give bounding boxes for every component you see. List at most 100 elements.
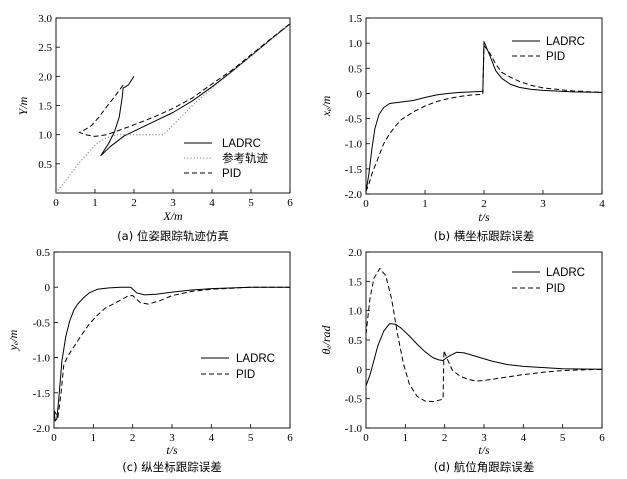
series-line-pid	[365, 267, 603, 403]
panel-caption: (a) 位姿跟踪轨迹仿真	[117, 229, 229, 243]
legend-label-ladrc: LADRC	[546, 36, 585, 48]
y-tick-label: 2.5	[38, 42, 52, 54]
y-tick-label: -1.5	[33, 388, 51, 400]
series-line-ladrc	[53, 286, 290, 422]
panel-c-y-error: 0 1 2 3 4 5 6 -2.0 -1.5 -1.0 -0.5 0 0.5 t/s yₑ/m (c)…	[6, 247, 293, 474]
x-tick-label: 6	[287, 432, 293, 444]
legend-label-pid: PID	[236, 369, 255, 381]
y-tick-label: -2.0	[345, 189, 363, 201]
y-tick-label: -0.5	[345, 114, 363, 126]
x-tick-label: 0	[363, 198, 369, 210]
x-axis-label: t/s	[166, 443, 178, 457]
x-tick-label: 1	[403, 432, 409, 444]
y-tick-label: -0.5	[33, 317, 51, 329]
y-tick-label: 1.5	[348, 276, 362, 288]
x-tick-label: 0	[51, 432, 57, 444]
legend-label-ladrc: LADRC	[222, 138, 261, 150]
y-tick-label: 0	[357, 88, 363, 100]
x-axis-label: t/s	[478, 210, 490, 224]
y-tick-label: 2.0	[348, 247, 362, 259]
y-axis-label: xₑ/m	[319, 95, 333, 117]
plot-curves	[365, 267, 603, 403]
x-tick-label: 5	[248, 432, 254, 444]
x-tick-label: 4	[209, 432, 215, 444]
x-tick-label: 6	[599, 432, 605, 444]
y-tick-label: -1.0	[33, 353, 51, 365]
x-tick-label: 4	[209, 197, 215, 209]
axis-ticks: 0 1 2 3 4 5 6 0.5 1.0 1.5 2.0 2.5 3.0	[38, 13, 293, 209]
y-tick-label: 2.0	[38, 71, 52, 83]
x-tick-label: 2	[442, 432, 448, 444]
plot-curves	[55, 23, 291, 194]
x-tick-label: 3	[170, 197, 176, 209]
y-axis-label: θₑ/rad	[319, 324, 333, 354]
plot-frame	[55, 17, 291, 194]
series-line-pid	[78, 23, 291, 137]
y-axis-label: Y/m	[16, 96, 30, 115]
x-tick-label: 2	[130, 432, 136, 444]
x-tick-label: 1	[91, 432, 97, 444]
x-axis-label: t/s	[478, 443, 490, 457]
series-line-ladrc	[365, 323, 603, 386]
plot-frame	[53, 251, 291, 429]
panel-a-trajectory: 0 1 2 3 4 5 6 0.5 1.0 1.5 2.0 2.5 3.0 X/m Y/m (a) 位姿…	[16, 13, 293, 243]
series-line-pid	[365, 45, 603, 192]
legend-label-pid: PID	[222, 168, 241, 180]
legend: LADRC PID	[201, 353, 275, 381]
panel-caption: (d) 航位角跟踪误差	[434, 460, 534, 474]
y-tick-label: 0.5	[348, 335, 362, 347]
y-tick-label: -1.0	[345, 139, 363, 151]
x-tick-label: 1	[422, 198, 428, 210]
y-tick-label: 1.5	[348, 13, 362, 25]
y-tick-label: 1.0	[348, 38, 362, 50]
y-tick-label: 0	[357, 364, 363, 376]
series-line-pid	[53, 286, 290, 418]
y-tick-label: 1.0	[348, 306, 362, 318]
axis-ticks: 0 1 2 3 4 -2.0 -1.5 -1.0 -0.5 0 0.5 1.0 1.5	[345, 13, 606, 210]
x-tick-label: 0	[53, 197, 59, 209]
legend: LADRC PID	[512, 267, 585, 295]
y-tick-label: 1.0	[38, 130, 52, 142]
y-tick-label: -1.5	[345, 164, 363, 176]
y-tick-label: -1.0	[345, 423, 363, 435]
y-tick-label: 1.5	[38, 101, 52, 113]
x-tick-label: 3	[481, 432, 487, 444]
x-tick-label: 3	[169, 432, 175, 444]
panel-d-heading-error: 0 1 2 3 4 5 6-1.0-0.500.51.01.52.0 t/s θₑ/rad …	[319, 247, 605, 474]
series-line-ladrc	[365, 41, 603, 192]
x-tick-label: 4	[599, 198, 605, 210]
y-tick-label: 3.0	[38, 13, 52, 25]
axis-ticks: 0 1 2 3 4 5 6 -1.0 -0.5 0 0.5 1.0 1.5 2.0	[345, 247, 606, 444]
series-line-ladrc	[100, 23, 291, 157]
y-tick-label: 0	[45, 282, 51, 294]
axis-ticks: 0 1 2 3 4 5 6 -2.0 -1.5 -1.0 -0.5 0 0.5	[33, 247, 294, 444]
y-tick-label: 0.5	[36, 247, 50, 259]
x-tick-label: 1	[92, 197, 98, 209]
x-tick-label: 3	[540, 198, 546, 210]
legend-label-pid: PID	[546, 51, 565, 63]
legend: LADRC 参考轨迹 PID	[184, 138, 268, 180]
y-tick-label: -0.5	[345, 394, 363, 406]
legend: LADRC PID	[512, 36, 585, 63]
legend-label-pid: PID	[546, 283, 565, 295]
x-tick-label: 4	[521, 432, 527, 444]
plot-curves	[53, 286, 290, 422]
x-tick-label: 5	[248, 197, 254, 209]
y-tick-label: -2.0	[33, 423, 51, 435]
y-tick-label: 0.5	[348, 63, 362, 75]
x-axis-label: X/m	[162, 209, 183, 223]
x-tick-label: 0	[363, 432, 369, 444]
legend-label-ladrc: LADRC	[236, 353, 275, 365]
x-tick-label: 2	[131, 197, 137, 209]
panel-b-x-error: 0 1 2 3 4 -2.0 -1.5 -1.0 -0.5 0 0.5 1.0 1.5 t/s xₑ/m…	[319, 13, 605, 243]
panel-caption: (b) 横坐标跟踪误差	[434, 229, 534, 243]
legend-label-reference: 参考轨迹	[222, 151, 268, 165]
y-tick-label: 0.5	[38, 159, 52, 171]
legend-label-ladrc: LADRC	[546, 267, 585, 279]
y-axis-label: yₑ/m	[6, 329, 20, 351]
x-tick-label: 6	[287, 197, 293, 209]
x-tick-label: 2	[481, 198, 487, 210]
panel-caption: (c) 纵坐标跟踪误差	[122, 460, 221, 474]
x-tick-label: 5	[560, 432, 566, 444]
